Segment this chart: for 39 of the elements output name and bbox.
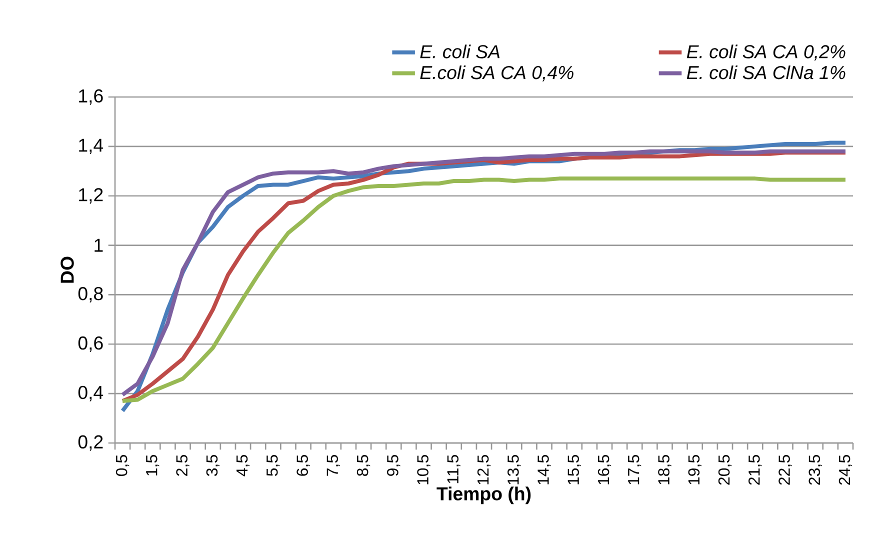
x-tick-label: 4,5: [236, 455, 250, 476]
x-tick-label: 24,5: [838, 455, 852, 485]
legend-label: E. coli SA CA 0,2%: [686, 44, 846, 61]
x-tick-label: 1,5: [146, 455, 160, 476]
y-tick-label: 1,2: [79, 188, 103, 204]
y-axis-title: DO: [60, 256, 74, 283]
x-tick-label: 15,5: [568, 455, 581, 484]
legend-label: E. coli SA ClNa 1%: [686, 65, 846, 80]
y-tick-label: 1,6: [79, 89, 103, 105]
x-tick-label: 2,5: [176, 455, 190, 476]
y-tick-label: 1,4: [79, 138, 104, 154]
y-tick-label: 1: [94, 238, 103, 252]
x-tick-label: 19,5: [688, 455, 702, 484]
legend-label: E.coli SA CA 0,4%: [420, 65, 574, 82]
x-tick-label: 6,5: [296, 455, 310, 476]
x-tick-label: 17,5: [628, 455, 642, 484]
x-tick-label: 9,5: [387, 455, 400, 476]
x-tick-label: 10,5: [417, 455, 430, 484]
x-tick-label: 23,5: [808, 455, 822, 485]
x-tick-label: 8,5: [356, 455, 370, 476]
x-tick-label: 14,5: [538, 455, 551, 484]
x-tick-label: 11,5: [447, 455, 460, 484]
x-tick-label: 18,5: [658, 455, 672, 484]
x-tick-label: 0,5: [116, 455, 130, 476]
x-tick-label: 20,5: [718, 455, 732, 485]
y-tick-label: 0,2: [78, 435, 103, 451]
x-tick-label: 5,5: [266, 455, 280, 476]
x-tick-label: 7,5: [326, 455, 340, 476]
x-tick-label: 12,5: [477, 455, 491, 484]
x-tick-label: 16,5: [598, 455, 612, 484]
x-tick-label: 22,5: [778, 455, 792, 485]
y-tick-label: 0,4: [78, 386, 104, 402]
x-axis-title: Tiempo (h): [436, 486, 531, 504]
x-tick-label: 3,5: [206, 455, 220, 476]
y-tick-label: 0,8: [78, 286, 103, 302]
x-tick-label: 21,5: [748, 455, 762, 485]
y-tick-label: 0,6: [78, 336, 103, 352]
legend-label: E. coli SA: [420, 44, 500, 58]
x-tick-label: 13,5: [508, 455, 521, 484]
